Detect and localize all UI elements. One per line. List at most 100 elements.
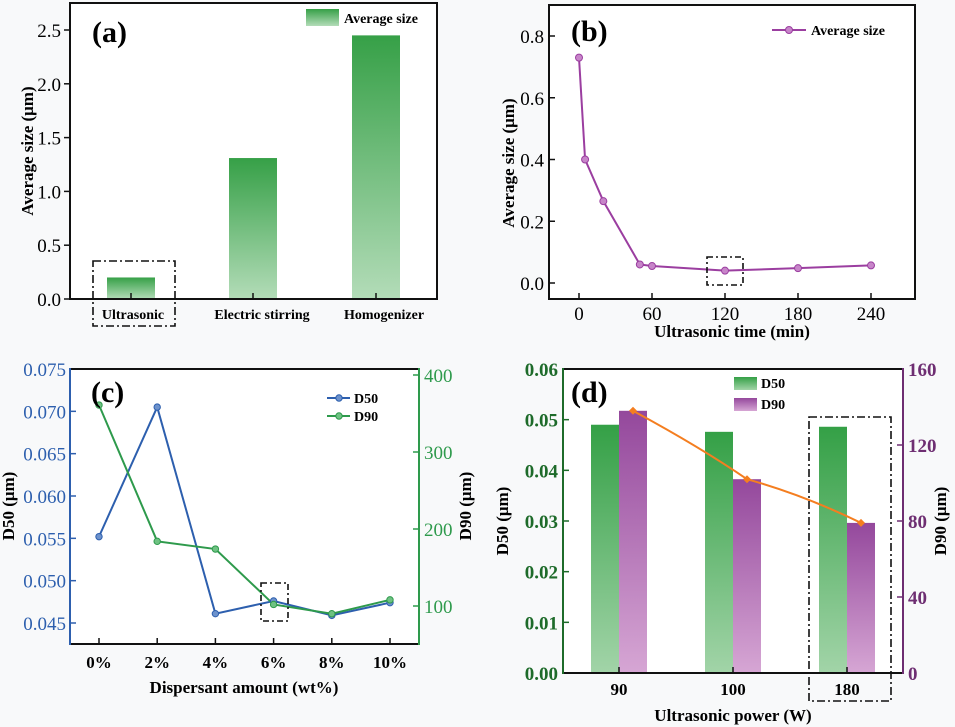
panel-d-xtick-label: 90 xyxy=(611,680,628,699)
panel-b-legend-label: Average size xyxy=(811,24,885,39)
panel-c-ytick-right-label: 300 xyxy=(424,443,453,464)
panel-c-d50-line xyxy=(98,404,391,617)
panel-d-ytick-label: 0.06 xyxy=(525,360,558,381)
panel-b-point xyxy=(867,261,875,270)
panel-c-legend-d50-marker xyxy=(335,394,343,402)
panel-c-legend-d90-label: D90 xyxy=(354,410,378,425)
panel-b-ytick-label: 0.0 xyxy=(520,274,544,295)
panel-c-xtick-label: 0% xyxy=(86,653,112,672)
panel-a-frame xyxy=(69,2,438,300)
panel-d-trend-point xyxy=(743,475,751,484)
panel-a-highlight-box xyxy=(92,260,176,327)
panel-b-point xyxy=(575,53,583,62)
panel-b-point xyxy=(635,260,644,269)
panel-a-bar xyxy=(352,35,400,299)
panel-d-ytick-label: 0.03 xyxy=(525,512,558,533)
panel-d-d50-bar xyxy=(705,431,733,673)
panel-a-ytick-label: 1.5 xyxy=(37,129,61,150)
panel-c-ytick-label: 0.055 xyxy=(23,529,66,550)
panel-d-ytick-right-label: 120 xyxy=(908,436,937,457)
panel-a-legend-label: Average size xyxy=(344,12,418,27)
panel-c-ytick-right-label: 400 xyxy=(424,366,453,387)
panel-a-ytick-label: 2.5 xyxy=(37,21,61,42)
panel-b-ytick-label: 0.8 xyxy=(520,27,544,48)
panel-b-xtick-label: 60 xyxy=(643,304,662,325)
panel-c-label: (c) xyxy=(91,376,124,409)
panel-c-ylabel: D50 (μm) xyxy=(0,472,18,541)
panel-b-xtick-label: 240 xyxy=(857,304,886,325)
panel-d-d90-bar xyxy=(619,410,647,673)
panel-d-ytick-right-label: 160 xyxy=(908,360,937,381)
panel-b-label: (b) xyxy=(571,15,608,48)
panel-a-xtick-label: Electric stirring xyxy=(214,308,309,323)
panel-d-ytick-label: 0.02 xyxy=(525,563,558,584)
panel-c-xlabel: Dispersant amount (wt%) xyxy=(150,678,339,697)
panel-b-point xyxy=(648,262,656,271)
panel-c-ytick-label: 0.050 xyxy=(23,572,66,593)
panel-d-xtick-label: 100 xyxy=(720,680,746,699)
panel-a-ytick-label: 0.5 xyxy=(37,236,61,257)
panel-b-xlabel: Ultrasonic time (min) xyxy=(654,322,810,341)
panel-c-ytick-label: 0.065 xyxy=(23,445,66,466)
panel-c-ytick-right-label: 200 xyxy=(424,520,453,541)
panel-c-d50-point xyxy=(211,609,220,618)
panel-c-d90-point xyxy=(153,537,161,546)
panel-d-legend-d90-swatch xyxy=(734,398,757,411)
panel-d-d90-bar xyxy=(847,522,875,673)
panel-c-xtick-label: 6% xyxy=(261,653,287,672)
panel-c-xtick-label: 10% xyxy=(373,653,407,672)
panel-d-ytick-label: 0.05 xyxy=(525,411,558,432)
panel-d-ytick-right-label: 40 xyxy=(908,588,927,609)
panel-b-point xyxy=(581,155,590,164)
panel-b-plot-area xyxy=(549,5,915,299)
panel-b-legend-marker xyxy=(785,26,793,34)
panel-a-bar xyxy=(107,277,155,299)
panel-a-ytick-label: 0.0 xyxy=(37,290,61,311)
panel-b-xtick-label: 0 xyxy=(574,304,584,325)
panel-a-ylabel: Average size (μm) xyxy=(18,86,37,215)
panel-c-d90-point xyxy=(328,610,336,618)
panel-b: 0.0 0.2 0.4 0.6 0.8 0 60 120 180 240 (b) Average… xyxy=(499,4,916,341)
panel-c-xtick-label: 2% xyxy=(144,653,170,672)
panel-d-xlabel: Ultrasonic power (W) xyxy=(654,706,811,725)
panel-b-series-line xyxy=(578,57,872,272)
panel-a-xtick-label: Homogenizer xyxy=(344,308,424,323)
panel-c-xtick-label: 4% xyxy=(203,653,229,672)
panel-c-legend-d90-marker xyxy=(335,412,343,420)
panel-d-ytick-right-label: 80 xyxy=(908,512,927,533)
panel-c-d90-point xyxy=(211,545,220,553)
panel-d-d50-bar xyxy=(591,424,619,673)
panel-d-highlight-box xyxy=(808,416,892,702)
panel-c-plot-area xyxy=(70,369,419,644)
panel-a-ytick-label: 2.0 xyxy=(37,75,61,96)
panel-c-ytick-label: 0.045 xyxy=(23,614,66,635)
panel-c-d50-point xyxy=(95,532,103,541)
panel-a-legend-swatch xyxy=(306,9,339,26)
panel-d-legend-d90-label: D90 xyxy=(761,398,785,413)
panel-a-bar xyxy=(229,158,277,299)
panel-b-highlight-box xyxy=(706,256,744,286)
panel-d-ytick-label: 0.01 xyxy=(525,613,558,634)
panel-d-legend-d50-swatch xyxy=(734,377,757,390)
panel-b-xtick-label: 120 xyxy=(711,304,740,325)
panel-b-ytick-label: 0.2 xyxy=(520,212,544,233)
panel-d-label: (d) xyxy=(571,376,608,409)
panel-d-trend-point xyxy=(629,406,637,415)
panel-c-ytick-label: 0.070 xyxy=(23,402,66,423)
panel-a-label: (a) xyxy=(92,16,127,49)
panel-a-ytick-label: 1.0 xyxy=(37,182,61,203)
panel-d-ylabel-right: D90 (μm) xyxy=(931,487,950,556)
panel-d-trend-point xyxy=(857,518,865,527)
panel-c-d50-point xyxy=(153,403,161,411)
panel-d-ytick-right-label: 0 xyxy=(908,664,918,685)
panel-c-xtick-label: 8% xyxy=(319,653,345,672)
panel-d: 0.00 0.01 0.02 0.03 0.04 0.05 0.06 0 40 80 120 160… xyxy=(493,360,950,725)
panel-a: 0.0 0.5 1.0 1.5 2.0 2.5 Ultrasonic Electric st… xyxy=(18,2,438,327)
panel-b-ylabel: Average size (μm) xyxy=(499,98,518,227)
panel-a-xtick-label: Ultrasonic xyxy=(102,308,164,323)
panel-c-d90-point xyxy=(269,600,278,609)
panel-b-point xyxy=(721,266,729,275)
panel-d-d90-bar xyxy=(733,479,761,673)
panel-b-xtick-label: 180 xyxy=(784,304,813,325)
